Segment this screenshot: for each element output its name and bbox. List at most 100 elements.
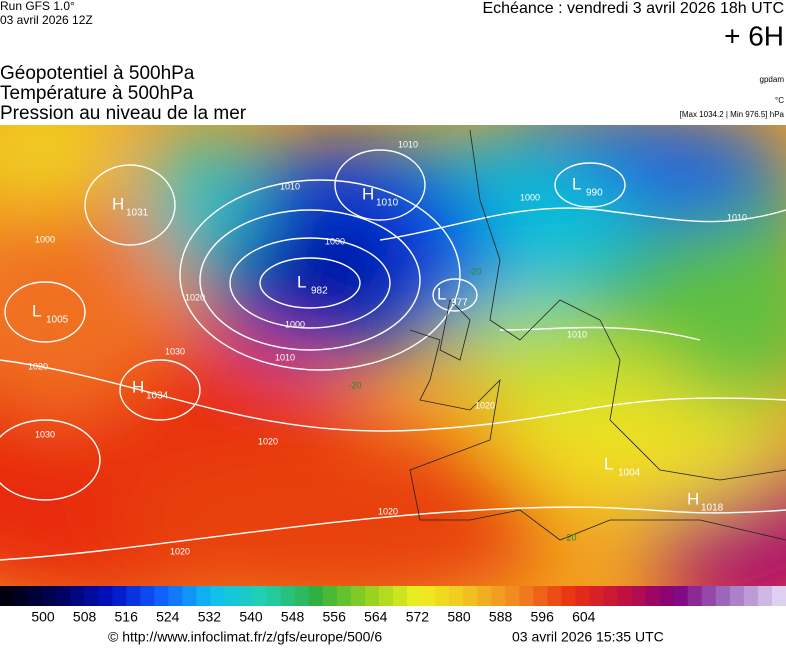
colorbar-swatch — [98, 586, 113, 606]
colorbar-label: 572 — [406, 609, 430, 625]
pressure-center-value: 977 — [451, 298, 468, 309]
pressure-center-value: 982 — [311, 286, 328, 297]
colorbar-swatch — [322, 586, 338, 606]
isobar-label: 1010 — [567, 329, 587, 339]
colorbar-swatch — [645, 586, 661, 606]
colorbar-swatch — [449, 586, 464, 606]
colorbar-label: 524 — [156, 609, 180, 625]
colorbar-swatch — [547, 586, 562, 606]
pressure-center-value: 1005 — [46, 315, 69, 326]
colorbar-label: 556 — [323, 609, 347, 625]
colorbar-swatch — [715, 586, 731, 606]
colorbar-swatch — [70, 586, 85, 606]
colorbar-swatch — [505, 586, 520, 606]
colorbar-label: 588 — [489, 609, 513, 625]
colorbar-label: 604 — [572, 609, 596, 625]
colorbar-swatch — [14, 586, 29, 606]
colorbar-swatch — [42, 586, 57, 606]
colorbar-swatch — [126, 586, 141, 606]
colorbar-label: 516 — [115, 609, 139, 625]
colorbar-swatch — [575, 586, 590, 606]
pressure-center-letter: H — [132, 377, 144, 396]
generated-time: 03 avril 2026 15:35 UTC — [512, 629, 664, 645]
pressure-center-letter: L — [437, 284, 446, 303]
colorbar-label: 500 — [31, 609, 55, 625]
colorbar-swatch — [154, 586, 169, 606]
colorbar-swatch — [350, 586, 366, 606]
pressure-center-letter: L — [604, 454, 613, 473]
isobar-label: 1030 — [165, 346, 185, 356]
map-field — [0, 125, 786, 586]
colorbar-swatch — [182, 586, 197, 606]
colorbar-swatch — [266, 586, 282, 606]
colorbar-swatch — [589, 586, 605, 606]
colorbar-swatch — [84, 586, 99, 606]
colorbar-swatch — [364, 586, 380, 606]
colorbar-swatch — [378, 586, 394, 606]
isobar-label: 1020 — [475, 400, 495, 410]
colorbar-swatch — [0, 586, 15, 606]
isobar-label: 1000 — [325, 236, 345, 246]
unit-temperature: °C — [775, 96, 784, 105]
isobar-label: 1010 — [727, 212, 747, 222]
coastlines — [409, 129, 786, 541]
colorbar-swatch — [533, 586, 548, 606]
temperature-label: -20 — [563, 532, 576, 542]
isobar-label: 1020 — [258, 436, 278, 446]
colorbar-swatch — [687, 586, 703, 606]
pressure-center-letter: L — [572, 174, 581, 193]
colorbar-swatch — [56, 586, 71, 606]
isobar-label: 1020 — [378, 506, 398, 516]
colorbar — [0, 586, 786, 606]
colorbar-swatch — [477, 586, 492, 606]
pressure-range: [Max 1034.2 | Min 976.5] hPa — [680, 110, 785, 119]
lead-time: + 6H — [724, 20, 784, 51]
colorbar-swatch — [238, 586, 254, 606]
map-title: Géopotentiel à 500hPa — [0, 63, 195, 84]
colorbar-swatch — [463, 586, 478, 606]
isobar-label: 1010 — [275, 352, 295, 362]
temperature-label: -20 — [468, 266, 481, 276]
colorbar-label: 540 — [239, 609, 263, 625]
colorbar-swatch — [196, 586, 212, 606]
colorbar-swatch — [280, 586, 296, 606]
colorbar-swatch — [743, 586, 759, 606]
unit-geopotential: gpdam — [760, 75, 785, 84]
run-date: 03 avril 2026 12Z — [0, 13, 93, 27]
pressure-center-letter: H — [687, 489, 699, 508]
isobar-label: 1000 — [520, 192, 540, 202]
pressure-center-value: 990 — [586, 188, 603, 199]
colorbar-label: 532 — [198, 609, 222, 625]
colorbar-swatch — [28, 586, 43, 606]
isobar-label: 1010 — [398, 139, 418, 149]
colorbar-swatch — [729, 586, 745, 606]
pressure-center-value: 1004 — [618, 468, 641, 479]
colorbar-swatch — [112, 586, 127, 606]
colorbar-swatch — [336, 586, 352, 606]
colorbar-swatch — [519, 586, 534, 606]
isobar-label: 1020 — [170, 546, 190, 556]
isobars — [0, 149, 786, 561]
pressure-center-value: 1010 — [376, 198, 399, 209]
colorbar-swatch — [168, 586, 183, 606]
colorbar-swatch — [308, 586, 324, 606]
pressure-center-letter: H — [112, 194, 124, 213]
colorbar-swatch — [407, 586, 422, 606]
colorbar-swatch — [617, 586, 633, 606]
isobar-label: 1000 — [285, 319, 305, 329]
colorbar-label: 564 — [364, 609, 388, 625]
colorbar-label: 508 — [73, 609, 97, 625]
run-label: Run GFS 1.0° — [0, 0, 75, 13]
pressure-center-value: 1034 — [146, 391, 169, 402]
colorbar-label: 548 — [281, 609, 305, 625]
pressure-center-letter: H — [362, 184, 374, 203]
colorbar-swatch — [252, 586, 268, 606]
colorbar-swatch — [603, 586, 619, 606]
pressure-center-value: 1018 — [701, 503, 724, 514]
colorbar-label: 580 — [447, 609, 471, 625]
colorbar-swatch — [631, 586, 647, 606]
colorbar-swatch — [561, 586, 576, 606]
isobar-label: 1030 — [35, 429, 55, 439]
colorbar-swatch — [140, 586, 155, 606]
